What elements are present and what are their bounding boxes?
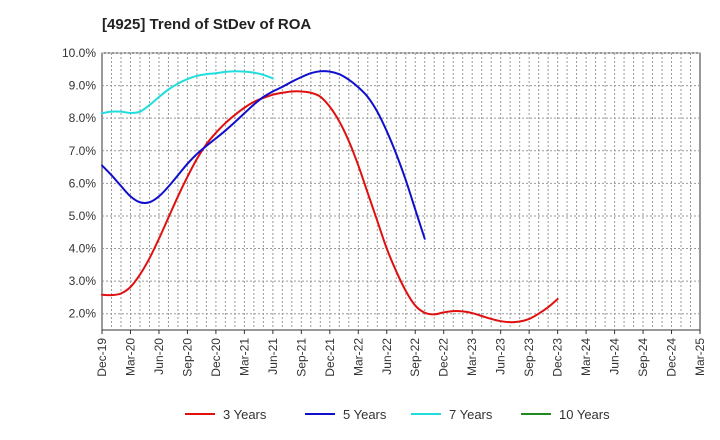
x-tick-label: Sep-22 xyxy=(408,338,422,377)
x-tick-label: Jun-23 xyxy=(494,338,508,375)
axis-layer: 2.0% 3.0% 4.0% 5.0% 6.0% 7.0% 8.0% 9.0% 10.0% Dec… xyxy=(62,46,707,377)
legend-label: 5 Years xyxy=(343,407,387,422)
y-tick-label: 7.0% xyxy=(69,144,97,158)
x-tick-label: Jun-20 xyxy=(152,338,166,375)
y-tick-label: 5.0% xyxy=(69,209,97,223)
y-tick-label: 4.0% xyxy=(69,242,97,256)
legend: 3 Years 5 Years 7 Years 10 Years xyxy=(185,407,610,422)
y-tick-label: 8.0% xyxy=(69,111,97,125)
x-tick-label: Mar-24 xyxy=(579,338,593,376)
x-tick-label: Mar-23 xyxy=(465,338,479,376)
series-line-5-years xyxy=(101,70,426,240)
series-layer xyxy=(101,70,559,324)
series-line-7-years xyxy=(101,70,274,115)
x-tick-label: Dec-23 xyxy=(551,338,565,377)
x-tick-label: Dec-24 xyxy=(665,338,679,377)
plot-frame xyxy=(101,52,701,331)
x-tick-label: Dec-21 xyxy=(323,338,337,377)
series-line-3-years xyxy=(101,90,559,324)
legend-label: 3 Years xyxy=(223,407,267,422)
y-tick-label: 3.0% xyxy=(69,274,97,288)
x-tick-label: Mar-25 xyxy=(693,338,707,376)
x-tick-label: Mar-22 xyxy=(351,338,365,376)
x-tick-label: Sep-24 xyxy=(636,338,650,377)
legend-label: 10 Years xyxy=(559,407,610,422)
x-tick-label: Jun-21 xyxy=(266,338,280,375)
y-tick-label: 10.0% xyxy=(62,46,96,60)
y-tick-label: 9.0% xyxy=(69,79,97,93)
grid-layer xyxy=(101,52,701,331)
x-tick-label: Dec-22 xyxy=(437,338,451,377)
x-tick-label: Sep-20 xyxy=(180,338,194,377)
x-tick-label: Dec-20 xyxy=(209,338,223,377)
x-tick-label: Mar-21 xyxy=(237,338,251,376)
legend-label: 7 Years xyxy=(449,407,493,422)
x-tick-label: Mar-20 xyxy=(123,338,137,376)
y-tick-label: 6.0% xyxy=(69,176,97,190)
y-tick-label: 2.0% xyxy=(69,307,97,321)
x-tick-label: Sep-23 xyxy=(522,338,536,377)
x-tick-label: Jun-24 xyxy=(608,338,622,375)
x-tick-label: Sep-21 xyxy=(294,338,308,377)
x-tick-label: Dec-19 xyxy=(95,338,109,377)
chart-title: [4925] Trend of StDev of ROA xyxy=(102,16,312,33)
x-tick-label: Jun-22 xyxy=(380,338,394,375)
